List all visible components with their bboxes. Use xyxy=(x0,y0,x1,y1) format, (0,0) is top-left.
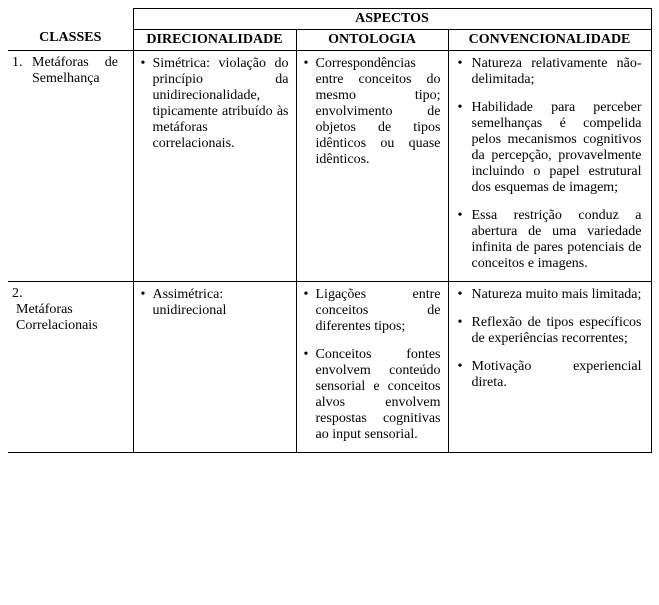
header-direcionalidade: DIRECIONALIDADE xyxy=(133,30,296,51)
bullet-item: Motivação experiencial direta. xyxy=(458,359,642,391)
ontologia-cell: Ligações entre conceitos de diferentes t… xyxy=(296,282,448,453)
header-ontologia: ONTOLOGIA xyxy=(296,30,448,51)
class-cell: 1. Metáforas de Semelhança xyxy=(8,51,133,282)
row-label: Metáforas Correlacionais xyxy=(16,302,116,334)
direcionalidade-cell: Simétrica: violação do princípio da unid… xyxy=(133,51,296,282)
convencionalidade-cell: Natureza muito mais limitada; Reflexão d… xyxy=(448,282,651,453)
bullet-item: Reflexão de tipos específicos de experiê… xyxy=(458,315,642,347)
bullet-item: Natureza relativamente não-delimitada; xyxy=(458,56,642,88)
bullet-item: Natureza muito mais limitada; xyxy=(458,287,642,303)
convencionalidade-cell: Natureza relativamente não-delimitada; H… xyxy=(448,51,651,282)
bullet-item: Ligações entre conceitos de diferentes t… xyxy=(304,287,441,335)
header-aspectos: ASPECTOS xyxy=(133,9,651,30)
table-row: 2. Metáforas Correlacionais Assimétrica:… xyxy=(8,282,651,453)
bullet-item: Correspondências entre conceitos do mesm… xyxy=(304,56,441,168)
table-row: 1. Metáforas de Semelhança Simétrica: vi… xyxy=(8,51,651,282)
bullet-item: Essa restrição conduz a abertura de uma … xyxy=(458,208,642,272)
aspect-table: CLASSES ASPECTOS DIRECIONALIDADE ONTOLOG… xyxy=(8,8,652,453)
bullet-item: Habilidade para perceber semelhanças é c… xyxy=(458,100,642,196)
header-convencionalidade: CONVENCIONALIDADE xyxy=(448,30,651,51)
bullet-item: Conceitos fontes envolvem conteúdo senso… xyxy=(304,347,441,443)
row-number: 1. xyxy=(12,55,23,71)
direcionalidade-cell: Assimétrica: unidirecional xyxy=(133,282,296,453)
ontologia-cell: Correspondências entre conceitos do mesm… xyxy=(296,51,448,282)
class-cell: 2. Metáforas Correlacionais xyxy=(8,282,133,453)
header-classes: CLASSES xyxy=(8,9,133,51)
row-number: 2. xyxy=(12,286,23,302)
bullet-item: Simétrica: violação do princípio da unid… xyxy=(141,56,289,152)
row-label: Metáforas de Semelhança xyxy=(32,55,118,87)
bullet-item: Assimétrica: unidirecional xyxy=(141,287,289,319)
header-row-1: CLASSES ASPECTOS xyxy=(8,9,651,30)
